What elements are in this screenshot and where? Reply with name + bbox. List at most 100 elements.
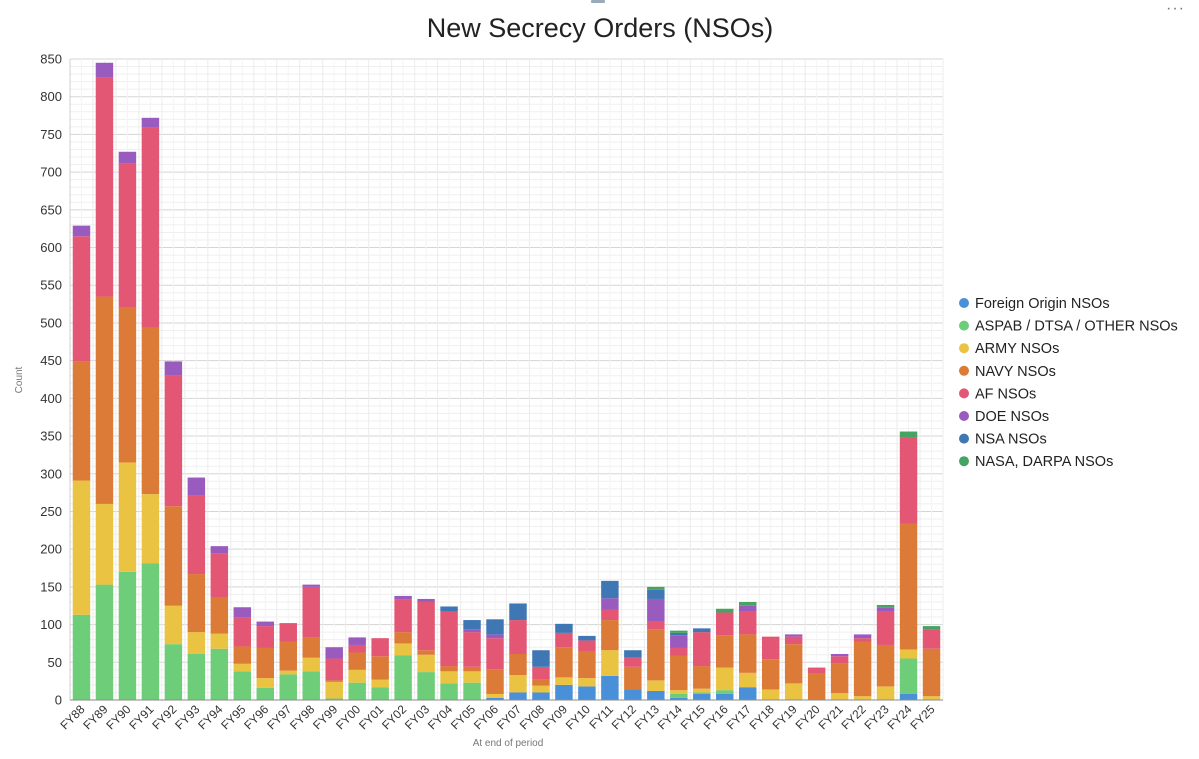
x-tick-label: FY96 [241, 702, 271, 732]
legend-marker [959, 365, 969, 376]
bar-segment [555, 684, 573, 700]
x-tick-label: FY24 [884, 702, 914, 732]
bar-segment [853, 696, 872, 700]
bar-segment [325, 647, 343, 659]
bar-segment [302, 584, 320, 587]
bar-segment [256, 687, 275, 700]
bar-segment [601, 675, 619, 700]
bar-segment [830, 693, 849, 700]
bar-segment [348, 669, 366, 683]
x-tick-label: FY19 [770, 702, 800, 732]
bar-segment [325, 698, 343, 700]
y-tick-label: 600 [40, 240, 62, 255]
bar-segment [830, 653, 849, 657]
bar-segment [738, 687, 757, 700]
bar-segment [187, 574, 206, 633]
bar-segment [463, 629, 481, 633]
bar-segment [761, 636, 780, 660]
bar-segment [532, 685, 550, 693]
bar-segment [716, 690, 734, 694]
bar-segment [118, 151, 137, 164]
bar-segment [509, 620, 527, 654]
bar-segment [302, 671, 320, 700]
bar-segment [899, 431, 918, 438]
bar-segment [853, 641, 872, 697]
bar-segment [118, 571, 137, 700]
bar-segment [738, 611, 757, 635]
bar-segment [509, 675, 527, 693]
bar-segment [187, 477, 206, 496]
bar-segment [716, 667, 734, 691]
bar-segment [141, 117, 160, 128]
bar-segment [417, 650, 435, 655]
bar-segment [348, 682, 366, 700]
y-tick-label: 200 [40, 542, 62, 557]
bar-segment [72, 614, 91, 700]
x-tick-label: FY94 [195, 702, 225, 732]
bar-segment [440, 666, 458, 672]
bar-segment [371, 638, 389, 657]
legend-label: NSA NSOs [975, 432, 1047, 448]
bar-segment [95, 62, 114, 78]
x-tick-label: FY22 [839, 702, 869, 732]
bar-segment [647, 680, 665, 691]
bar-segment [348, 637, 366, 645]
y-tick-label: 150 [40, 579, 62, 594]
x-tick-label: FY95 [218, 702, 248, 732]
y-tick-label: 700 [40, 165, 62, 180]
bar-segment [279, 674, 297, 700]
drag-handle[interactable] [591, 0, 605, 3]
bar-segment [440, 671, 458, 684]
bar-segment [853, 634, 872, 639]
bar-segment [624, 657, 642, 667]
bar-segment [95, 584, 114, 700]
bar-segment [761, 689, 780, 700]
bar-segment [693, 666, 711, 689]
bar-segment [761, 659, 780, 690]
x-tick-label: FY00 [333, 702, 363, 732]
y-axis-title: Count [14, 366, 25, 393]
x-tick-label: FY99 [310, 702, 340, 732]
legend-label: NAVY NSOs [975, 364, 1056, 380]
bar-segment [601, 580, 619, 599]
bars [70, 62, 943, 701]
bar-segment [394, 643, 412, 656]
bar-segment [417, 672, 435, 700]
bar-segment [830, 663, 849, 694]
legend-marker [959, 320, 969, 331]
bar-segment [532, 666, 550, 680]
bar-segment [555, 623, 573, 633]
bar-segment [417, 654, 435, 673]
bar-segment [601, 620, 619, 651]
bar-segment [141, 127, 160, 328]
bar-segment [716, 608, 734, 613]
bar-segment [210, 553, 229, 598]
y-tick-label: 250 [40, 504, 62, 519]
bar-segment [670, 630, 688, 633]
more-horizontal-icon[interactable]: ··· [1166, 0, 1185, 17]
x-tick-label: FY97 [264, 702, 294, 732]
x-tick-label: FY03 [402, 702, 432, 732]
bar-segment [164, 361, 183, 376]
bar-segment [256, 626, 275, 648]
bar-segment [899, 658, 918, 694]
y-tick-label: 50 [48, 655, 62, 670]
bar-segment [118, 163, 137, 308]
bar-segment [807, 667, 826, 674]
bar-segment [647, 586, 665, 590]
bar-segment [187, 653, 206, 700]
bar-segment [348, 644, 366, 653]
bar-segment [922, 629, 941, 649]
bar-segment [876, 607, 895, 612]
bar-segment [233, 607, 252, 618]
bar-segment [463, 666, 481, 672]
x-tick-label: FY21 [816, 702, 846, 732]
legend-marker [959, 433, 969, 444]
bar-segment [463, 620, 481, 630]
bar-segment [532, 679, 550, 686]
x-tick-label: FY20 [793, 702, 823, 732]
bar-segment [486, 693, 504, 698]
x-tick-label: FY91 [126, 702, 156, 732]
bar-segment [716, 612, 734, 636]
